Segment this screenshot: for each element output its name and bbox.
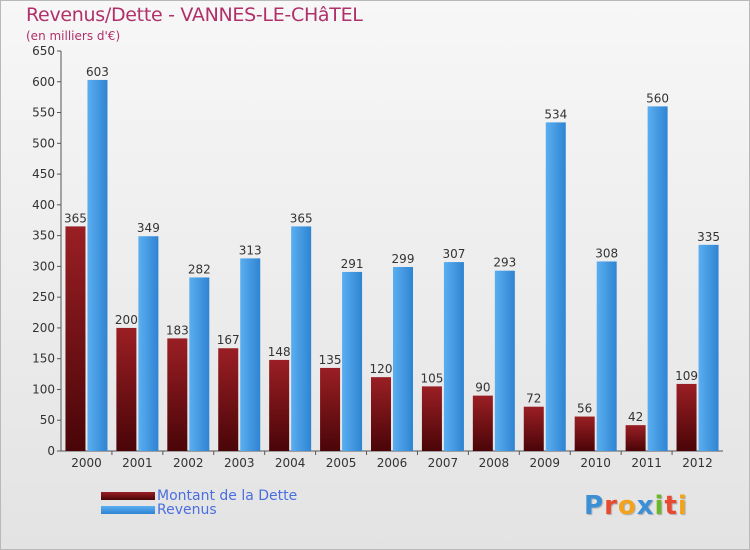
- chart-title: Revenus/Dette - VANNES-LE-CHâTEL: [26, 4, 363, 26]
- data-label-dette: 56: [577, 402, 592, 416]
- bar-revenus: [393, 267, 413, 451]
- bar-dette: [472, 395, 493, 451]
- bar-revenus: [342, 271, 363, 451]
- legend-label-revenus: Revenus: [157, 502, 217, 518]
- x-tick-label: 2007: [428, 456, 459, 470]
- logo-letter: x: [636, 491, 655, 521]
- data-label-revenus: 282: [188, 262, 211, 276]
- data-label-revenus: 313: [239, 243, 262, 257]
- y-tick-label: 450: [32, 167, 55, 181]
- x-tick-label: 2006: [377, 456, 408, 470]
- x-tick-label: 2010: [580, 456, 611, 470]
- bar-revenus: [189, 277, 210, 451]
- data-labels: 365 603 200 349 183 282 167 313 148 365 135 291 120 2…: [64, 65, 720, 424]
- logo-letter: t: [664, 491, 678, 521]
- bar-dette: [574, 416, 595, 451]
- data-label-revenus: 603: [86, 65, 109, 79]
- data-label-revenus: 308: [595, 246, 618, 260]
- bar-dette: [625, 425, 646, 451]
- bar-revenus: [87, 79, 108, 451]
- x-tick-label: 2002: [173, 456, 204, 470]
- y-tick-label: 650: [32, 44, 55, 58]
- logo-letter: i: [677, 491, 688, 521]
- data-label-revenus: 349: [137, 221, 160, 235]
- bar-revenus: [138, 236, 159, 451]
- logo-letter: i: [654, 491, 665, 521]
- x-tick-label: 2000: [71, 456, 102, 470]
- y-tick-label: 400: [32, 198, 55, 212]
- bar-dette: [320, 367, 341, 451]
- legend-swatch-dette: [101, 492, 155, 500]
- legend-swatch-revenus: [101, 506, 155, 514]
- x-tick-label: 2012: [682, 456, 713, 470]
- data-label-dette: 42: [628, 410, 643, 424]
- x-tick-label: 2004: [275, 456, 306, 470]
- data-label-revenus: 291: [341, 257, 364, 271]
- bar-revenus: [545, 122, 566, 451]
- y-tick-label: 300: [32, 259, 55, 273]
- x-tick-label: 2009: [529, 456, 560, 470]
- y-tick-label: 0: [47, 444, 55, 458]
- data-label-revenus: 560: [646, 91, 669, 105]
- data-label-dette: 90: [475, 381, 490, 395]
- bar-revenus: [291, 226, 312, 451]
- bar-dette: [269, 359, 290, 451]
- legend-label-dette: Montant de la Dette: [157, 488, 298, 504]
- bar-dette: [65, 226, 86, 451]
- bar-dette: [116, 327, 137, 451]
- bar-dette: [218, 348, 239, 451]
- data-label-dette: 105: [420, 371, 443, 385]
- data-label-dette: 72: [526, 392, 541, 406]
- data-label-dette: 109: [675, 369, 698, 383]
- bar-revenus: [494, 270, 515, 451]
- y-tick-label: 150: [32, 352, 55, 366]
- bar-revenus: [647, 106, 668, 451]
- bar-dette: [167, 338, 188, 451]
- data-label-dette: 200: [115, 313, 138, 327]
- y-tick-label: 200: [32, 321, 55, 335]
- legend-item-revenus: Revenus: [101, 502, 217, 518]
- y-tick-label: 600: [32, 75, 55, 89]
- y-tick-label: 500: [32, 136, 55, 150]
- data-label-revenus: 293: [493, 256, 516, 270]
- x-tick-label: 2005: [326, 456, 357, 470]
- data-label-dette: 120: [370, 362, 393, 376]
- logo-letter: o: [617, 491, 637, 521]
- bar-revenus: [443, 262, 464, 451]
- y-tick-label: 350: [32, 229, 55, 243]
- bars: [65, 79, 719, 451]
- bar-dette: [421, 386, 442, 451]
- y-tick-label: 250: [32, 290, 55, 304]
- data-label-dette: 183: [166, 323, 189, 337]
- data-label-revenus: 365: [290, 211, 313, 225]
- bar-revenus: [698, 244, 719, 451]
- y-tick-label: 550: [32, 106, 55, 120]
- y-tick-label: 50: [40, 413, 55, 427]
- data-label-revenus: 534: [544, 107, 567, 121]
- x-tick-label: 2008: [479, 456, 510, 470]
- logo-letter: P: [584, 491, 605, 521]
- chart-subtitle: (en milliers d'€): [26, 29, 121, 43]
- y-tick-label: 100: [32, 382, 55, 396]
- legend-item-dette: Montant de la Dette: [101, 488, 298, 504]
- data-label-dette: 365: [64, 211, 87, 225]
- data-label-revenus: 307: [442, 247, 465, 261]
- bar-dette: [371, 377, 391, 451]
- x-tick-label: 2001: [122, 456, 153, 470]
- bar-dette: [676, 383, 697, 451]
- x-tick-label: 2011: [631, 456, 662, 470]
- proxiti-logo: Proxiti: [584, 491, 688, 521]
- bar-revenus: [596, 261, 617, 451]
- bar-revenus: [240, 258, 261, 451]
- data-label-revenus: 335: [697, 230, 720, 244]
- data-label-revenus: 299: [392, 252, 415, 266]
- bar-dette: [523, 406, 544, 451]
- logo-letter: r: [604, 491, 618, 521]
- x-tick-label: 2003: [224, 456, 255, 470]
- data-label-dette: 148: [268, 345, 291, 359]
- data-label-dette: 135: [319, 353, 342, 367]
- data-label-dette: 167: [217, 333, 240, 347]
